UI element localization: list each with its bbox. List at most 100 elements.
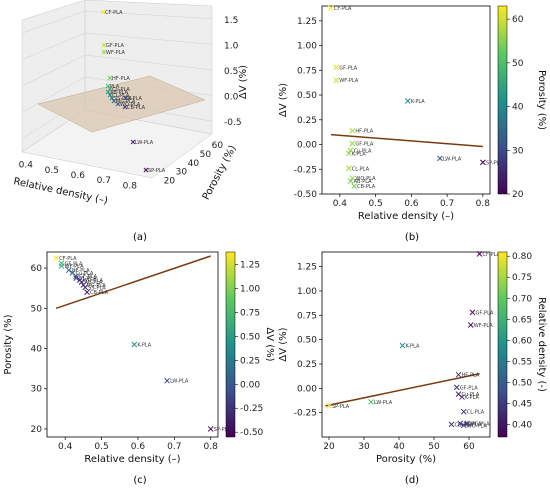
a-point-label: HF-PLA: [112, 76, 130, 82]
a-ztick-label: -0.5: [224, 118, 242, 128]
c-point-marker: [164, 377, 170, 384]
d-point-marker: [326, 402, 332, 409]
b-point-marker: [347, 178, 354, 184]
b-xtick-label: 0.4: [333, 199, 348, 209]
b-point-label: GF-PLA: [339, 65, 357, 71]
panel-label-b: (b): [405, 232, 419, 243]
c-point-marker: [78, 279, 85, 286]
b-ytick-label: -0.50: [294, 190, 318, 200]
b-point-marker: [347, 147, 354, 154]
c-point-marker: [53, 255, 59, 261]
b-colorbar-label: Porosity (%): [536, 70, 547, 130]
d-colorbar-tick-label: 0.40: [512, 420, 532, 430]
d-xtick-label: 20: [323, 442, 335, 452]
a-ytick-label: 30: [176, 168, 188, 178]
c-colorbar-tick-label: 1.25: [240, 260, 260, 270]
b-xaxis-label: Relative density (–): [358, 211, 454, 222]
d-point-label: K-PLA: [406, 343, 420, 349]
panel-d-scatter: 20 30 40 50 60 -0.25 0.00 0.25 0.50 0.75 1.00 1.25 P…: [278, 251, 547, 465]
d-colorbar-tick-label: 0.75: [512, 273, 532, 283]
b-point-marker: [333, 77, 340, 84]
c-ytick-label: 20: [31, 425, 43, 435]
a-ytick-label: 40: [188, 159, 200, 169]
c-trend-line: [55, 255, 211, 310]
b-point-label: WF-PLA: [339, 78, 359, 84]
b-ytick-label: 0.75: [297, 66, 317, 76]
d-point-label: SP-PLA: [332, 404, 350, 410]
d-point-marker: [467, 322, 474, 328]
a-point-marker: [100, 9, 106, 15]
panel-b-scatter: 0.4 0.5 0.6 0.7 0.8 -0.50 -0.25 0.00 0.25 0.50 0.7…: [278, 5, 547, 222]
d-ytick-label: -0.25: [294, 409, 317, 419]
b-colorbar-tick-label: 30: [512, 146, 524, 156]
c-point-label: CL-PLA: [79, 276, 97, 282]
a-xtick-label: 0.6: [71, 171, 86, 181]
a-point-marker: [101, 42, 107, 48]
c-ytick-label: 60: [31, 264, 43, 274]
a-point-label: CB-PLA: [127, 105, 146, 111]
d-point-label: LW-PLA: [374, 400, 393, 406]
a-point-marker: [107, 86, 113, 92]
d-point-label: WF-PLA: [474, 323, 494, 329]
a-point-label: PLA: [110, 84, 120, 90]
a-point-label: CL-PLA: [112, 93, 130, 99]
c-xtick-label: 0.8: [204, 442, 219, 452]
c-plot-frame: [46, 251, 219, 438]
c-point-marker: [73, 275, 79, 281]
d-point-label: WO-PLA: [467, 423, 488, 429]
a-point-marker: [107, 75, 113, 81]
b-ytick-label: 1.00: [297, 42, 317, 52]
a-grid-line: [21, 54, 86, 87]
b-yaxis-label: ΔV (%): [278, 83, 289, 117]
c-point-label: GF-PLA: [79, 274, 97, 280]
d-point-marker: [455, 371, 462, 378]
b-xtick-label: 0.7: [440, 199, 454, 209]
d-ytick-label: 0.50: [297, 336, 317, 346]
d-point-label: K-PLA: [465, 395, 479, 401]
a-fit-plane: [37, 75, 206, 133]
c-point-label: HF-PLA: [72, 268, 90, 274]
d-xtick-label: 30: [358, 442, 370, 452]
a-grid-line: [21, 10, 86, 34]
c-point-label: MG-PLA: [86, 283, 106, 289]
c-point-marker: [58, 263, 65, 269]
d-point-marker: [476, 251, 483, 257]
c-point-marker: [82, 284, 89, 291]
a-point-marker: [111, 98, 117, 104]
d-colorbar: [497, 251, 508, 438]
d-point-marker: [457, 420, 464, 427]
d-point-label: AB-PLA: [463, 421, 482, 427]
d-point-marker: [460, 422, 467, 429]
d-point-label: CF-PLA: [483, 252, 501, 258]
c-xtick-label: 0.5: [94, 442, 108, 452]
b-point-label: AB-PLA: [354, 179, 373, 185]
d-ytick-label: 1.00: [297, 287, 317, 297]
d-point-label: Cu-PLA: [462, 392, 480, 398]
d-ytick-label: 0.00: [297, 384, 317, 394]
a-grid-line: [84, 32, 213, 45]
b-point-label: GF-PLA: [355, 142, 373, 148]
a-xaxis-label: Relative density (–): [12, 176, 108, 207]
a-ytick-label: 20: [164, 176, 176, 186]
b-colorbar-tick-label: 20: [512, 190, 524, 200]
panel-a-3d-scatter: -0.5 0.0 0.5 1.0 1.5 0.4 0.5 0.6 0.7 0.8 203040506…: [12, 0, 249, 207]
b-ytick-label: -0.25: [294, 165, 317, 175]
b-point-label: SP-PLA: [486, 160, 504, 166]
d-point-marker: [368, 399, 374, 405]
a-point-label: AB-PLA: [110, 90, 129, 96]
a-point-label: Cu-PLA: [112, 87, 130, 93]
b-ytick-label: 0.50: [297, 91, 317, 101]
a-floor: [21, 109, 213, 179]
d-colorbar-tick-label: 0.50: [512, 378, 532, 388]
a-point-label: WF-PLA: [106, 50, 126, 56]
b-point-marker: [333, 64, 340, 71]
c-point-label: LW-PLA: [170, 379, 189, 385]
a-xtick-label: 0.4: [19, 161, 34, 171]
a-point-label: K-PLA: [128, 96, 142, 102]
d-plot-frame: [321, 251, 491, 438]
a-ytick-label: 60: [212, 141, 224, 151]
b-point-marker: [328, 5, 334, 11]
c-colorbar-tick-label: 0.50: [240, 332, 260, 342]
b-ytick-label: 1.25: [297, 17, 317, 27]
c-ytick-label: 30: [31, 385, 43, 395]
